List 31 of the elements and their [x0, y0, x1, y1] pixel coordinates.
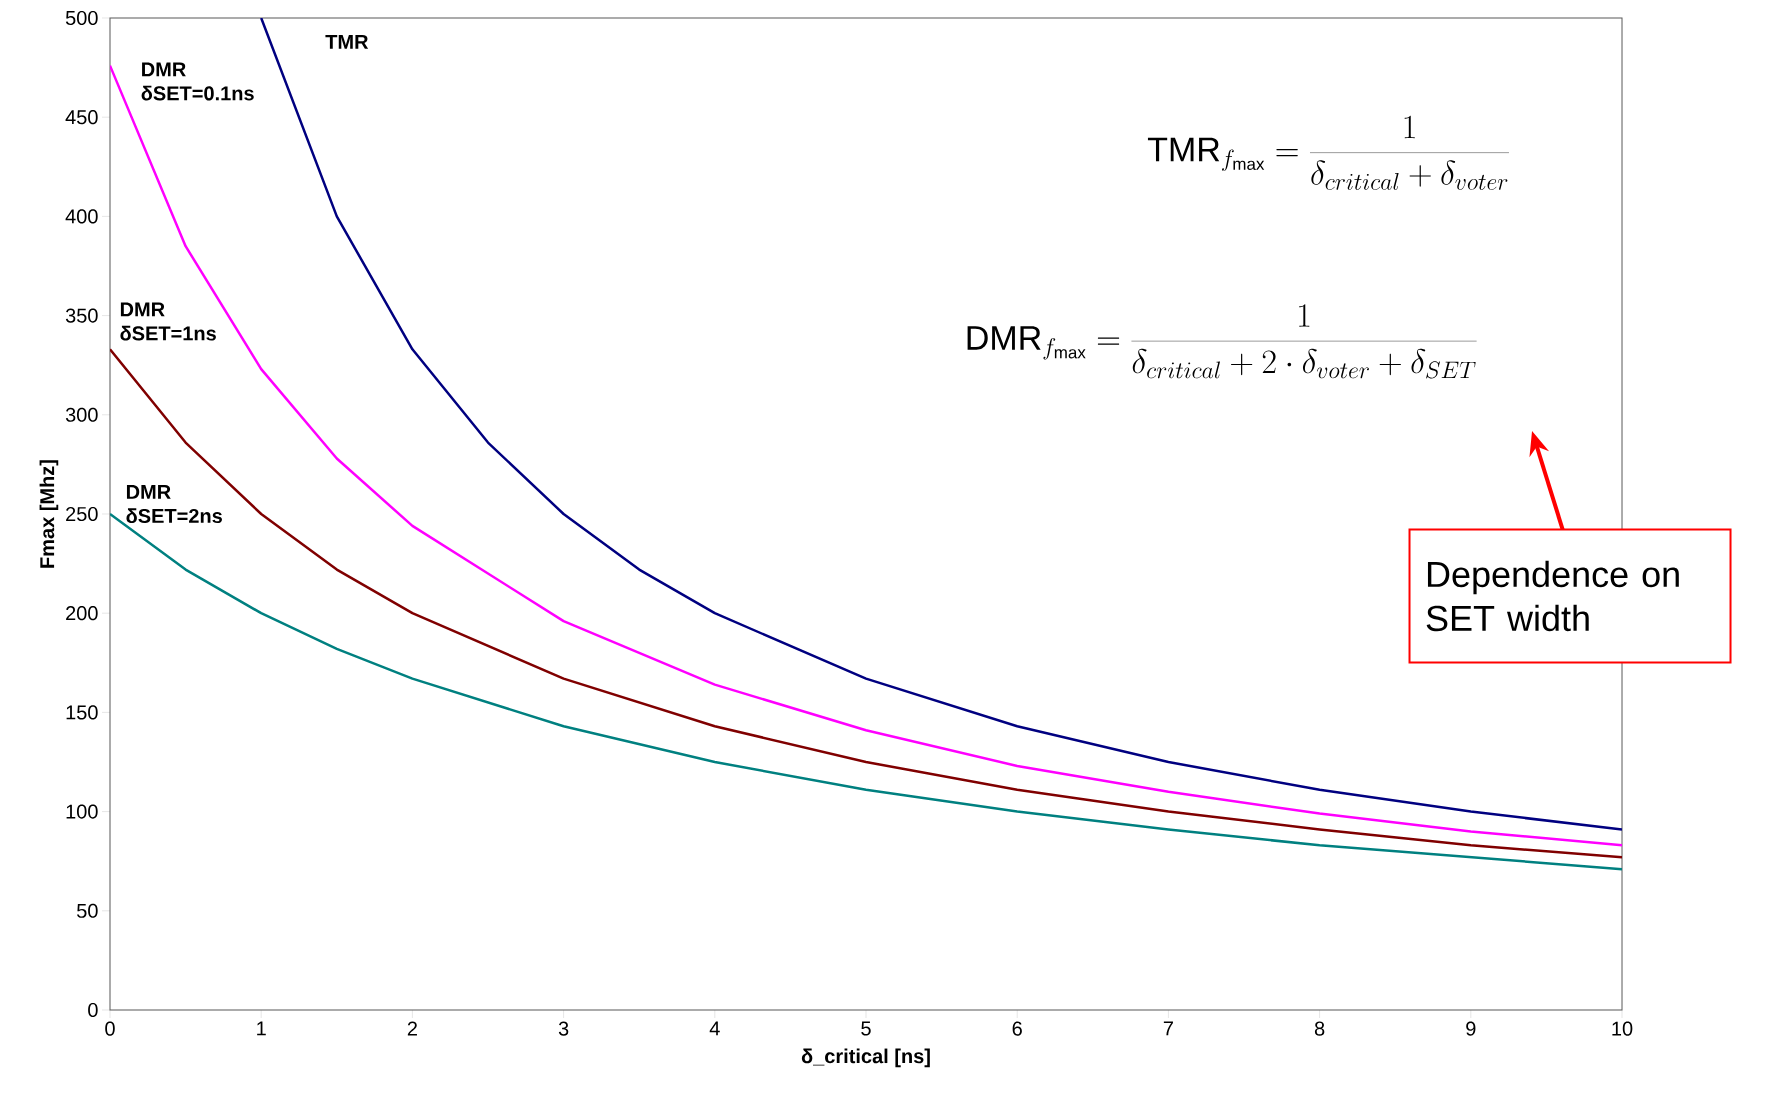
y-tick-label: 150	[66, 705, 98, 720]
y-tick-label: 250	[66, 506, 98, 522]
annotation: $\mathrm{TMR}_{f_{\max}} = \frac{1}{\delta_{critical}+\delta_{voter}}$	[1147, 115, 1509, 190]
y-tick-label: 200	[66, 606, 98, 621]
text: TMR	[325, 34, 369, 49]
x-tick-label: 5	[861, 1021, 871, 1036]
y-axis-title: Fmax [Mhz]	[39, 460, 59, 568]
y-tick-label: 0	[88, 1002, 98, 1018]
x-tick-label: 4	[709, 1021, 720, 1036]
x-tick-label: 10	[1612, 1021, 1633, 1036]
annotation: $\mathrm{DMR}_{f_{\max}} = \frac{1}{\delta_{critical}+2\cdot\delta_{voter}+\delta_{SET}}$	[967, 304, 1477, 379]
x-tick-label: 9	[1466, 1021, 1476, 1036]
x-tick-label: 8	[1314, 1021, 1325, 1036]
y-tick-label: 50	[77, 903, 98, 918]
series-label: DMR δSET=2ns	[126, 485, 222, 524]
x-tick-label: 7	[1163, 1021, 1173, 1036]
annotation: Dependence on SET width	[1426, 560, 1679, 632]
y-tick-label: 300	[65, 407, 98, 422]
x-tick-label: 6	[1012, 1021, 1022, 1036]
x-tick-label: 0	[105, 1021, 115, 1036]
x-tick-label: 2	[407, 1021, 417, 1036]
series-label: DMR δSET=1ns	[120, 302, 216, 341]
y-tick-label: 400	[65, 209, 98, 224]
y-tick-label: 450	[65, 110, 98, 125]
y-tick-label: 100	[66, 804, 98, 819]
series-label: DMR δSET=0.1ns	[141, 62, 254, 101]
y-tick-label: 500	[65, 10, 98, 26]
y-tick-label: 350	[65, 308, 98, 323]
x-axis-title: δ_critical [ns]	[801, 1048, 930, 1068]
x-tick-label: 3	[558, 1021, 569, 1036]
x-tick-label: 1	[257, 1021, 266, 1036]
